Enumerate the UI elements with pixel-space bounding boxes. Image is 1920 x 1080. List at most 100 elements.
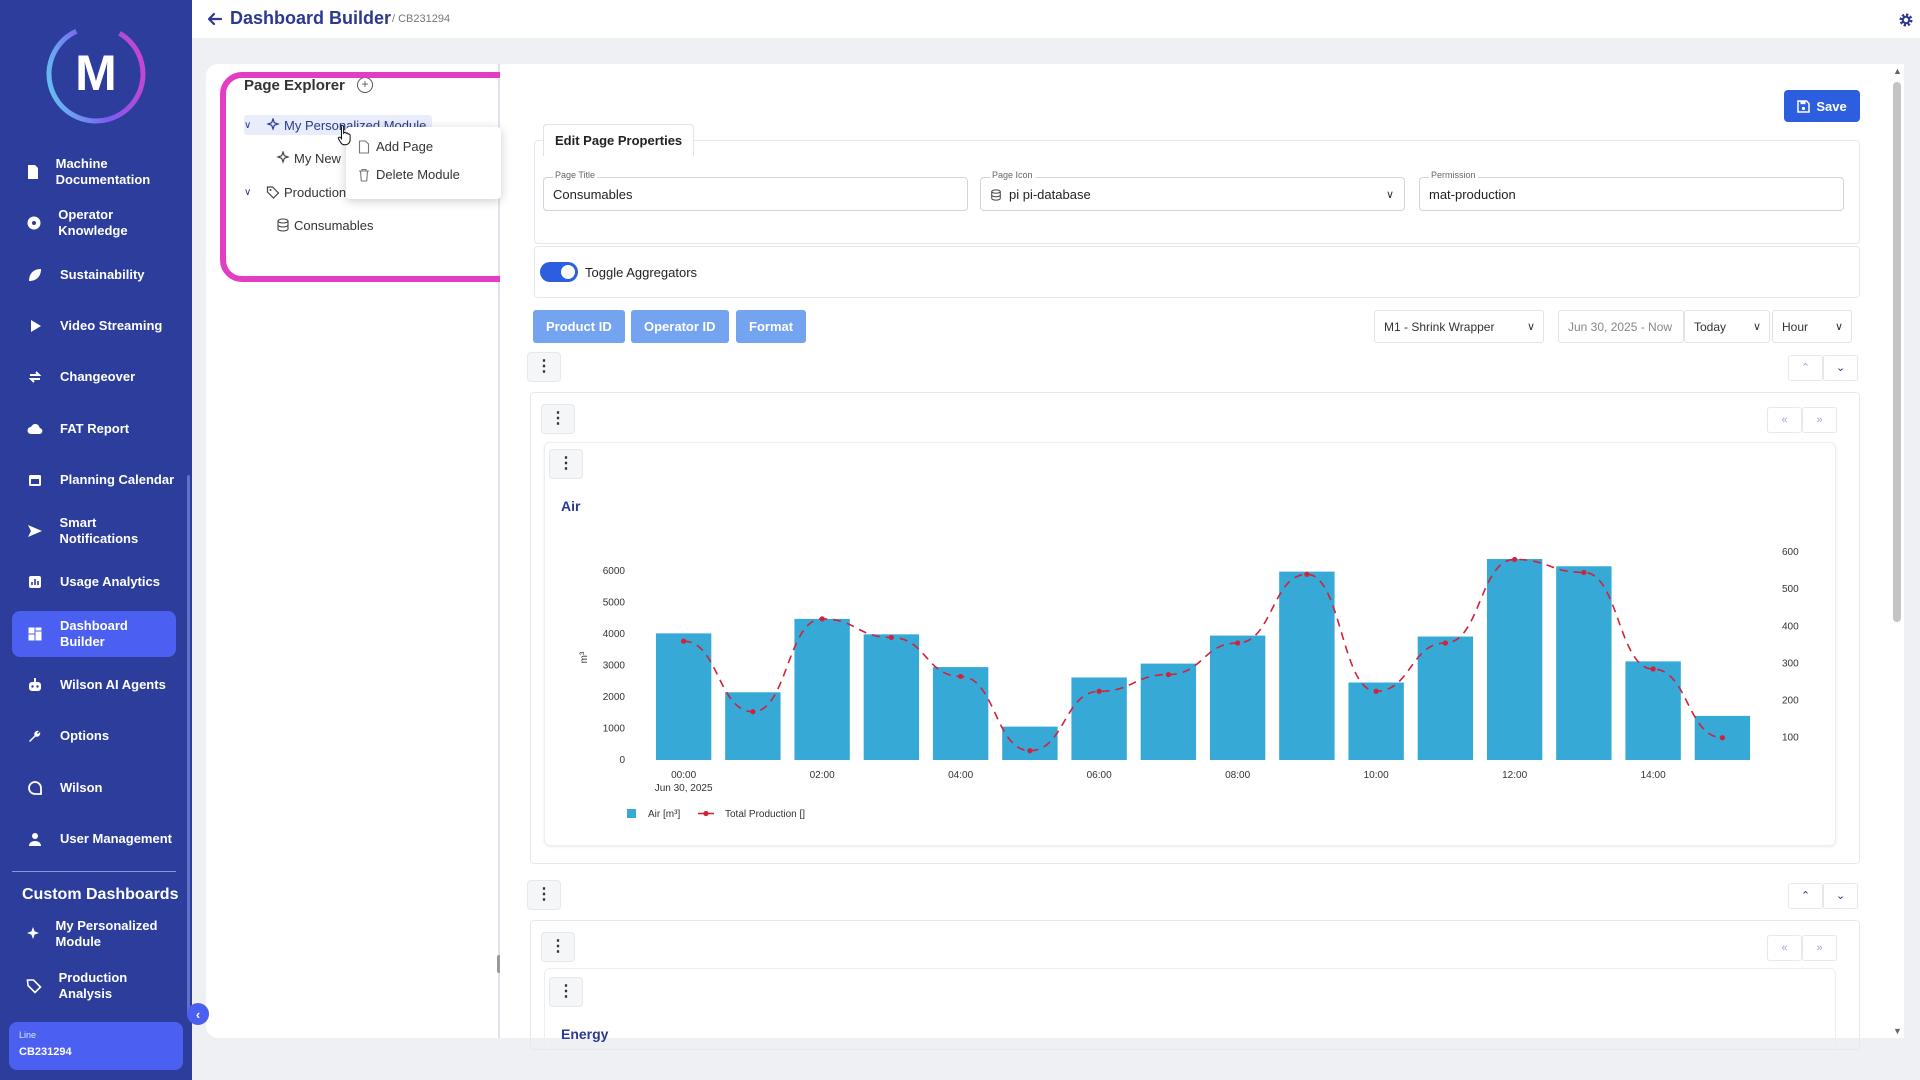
page-icon-select[interactable]: Page Icon pi pi-database ∨ — [980, 170, 1405, 211]
tree-item-label: Production — [284, 184, 347, 200]
chart-bar — [725, 692, 781, 760]
row-menu-button[interactable]: ⋮ — [527, 352, 561, 382]
sidebar-item-label: Operator Knowledge — [58, 207, 128, 239]
panel-resize-handle[interactable] — [497, 955, 501, 973]
chart-title: Energy — [561, 1026, 609, 1042]
tree-item-consumables[interactable]: Consumables — [276, 215, 374, 235]
chart-point — [1650, 666, 1656, 672]
move-down-button[interactable]: ⌄ — [1823, 355, 1858, 381]
tree-item-label: Consumables — [294, 217, 374, 233]
sidebar-scrollbar[interactable] — [187, 475, 190, 1015]
chart-bar — [1556, 566, 1612, 760]
sidebar-custom-item-production-analysis[interactable]: Production Analysis — [12, 963, 176, 1009]
aggregators-toggle[interactable] — [540, 262, 578, 282]
sidebar-item-label: Planning Calendar — [60, 471, 175, 487]
database-icon — [277, 218, 289, 232]
chip-product-id[interactable]: Product ID — [533, 310, 625, 343]
widget-menu-button[interactable]: ⋮ — [541, 404, 575, 434]
trash-icon — [359, 168, 369, 182]
tab-edit-page-properties[interactable]: Edit Page Properties — [543, 124, 695, 156]
sidebar-item-label: User Management — [60, 830, 172, 846]
period-select[interactable]: Today ∨ — [1684, 310, 1770, 343]
sidebar-item-label: Smart Notifications — [59, 515, 139, 547]
move-up-button[interactable]: ⌃ — [1788, 883, 1823, 909]
chip-operator-id[interactable]: Operator ID — [631, 310, 729, 343]
chart-menu-button[interactable]: ⋮ — [549, 977, 583, 1007]
back-arrow-icon[interactable] — [206, 10, 224, 28]
sidebar-item-sustainability[interactable]: Sustainability — [12, 252, 176, 298]
sidebar-item-video-streaming[interactable]: Video Streaming — [12, 303, 176, 349]
move-right-button[interactable]: » — [1802, 935, 1837, 961]
line-selector[interactable]: Line CB231294 — [9, 1022, 183, 1070]
chevron-down-icon: ∨ — [1834, 321, 1843, 333]
sidebar-item-planning-calendar[interactable]: Planning Calendar — [12, 457, 176, 503]
editor-panel — [500, 64, 1890, 1038]
field-label: Page Title — [553, 170, 598, 180]
sidebar-item-label: Options — [60, 728, 110, 744]
delete-module-menu-item[interactable]: Delete Module — [358, 167, 460, 182]
collapse-sidebar-button[interactable]: ‹ — [187, 1003, 209, 1025]
sidebar-item-wilson[interactable]: Wilson — [12, 765, 176, 811]
scroll-up-icon[interactable]: ▲ — [1893, 66, 1902, 76]
chevron-down-icon[interactable]: ∨ — [1385, 189, 1394, 201]
document-icon — [24, 164, 42, 180]
move-right-button[interactable]: » — [1802, 407, 1837, 433]
field-label: Permission — [1429, 170, 1478, 180]
scroll-down-icon[interactable]: ▼ — [1893, 1026, 1902, 1036]
chip-format[interactable]: Format — [736, 310, 807, 343]
move-up-button[interactable]: ⌃ — [1788, 355, 1823, 381]
field-value: pi pi-database — [1009, 187, 1091, 202]
page-explorer-panel — [206, 64, 498, 1038]
sidebar-item-label: Wilson AI Agents — [60, 677, 166, 692]
y-tick-label-right: 600 — [1782, 547, 1799, 558]
move-left-button[interactable]: « — [1767, 407, 1802, 433]
context-menu: Add Page Delete Module — [346, 127, 501, 199]
row-menu-button[interactable]: ⋮ — [527, 880, 561, 910]
top-bar: Dashboard Builder / CB231294 — [192, 0, 1920, 38]
chart-menu-button[interactable]: ⋮ — [549, 449, 583, 479]
tag-icon — [266, 186, 280, 199]
chart-bar — [1209, 635, 1266, 760]
sidebar-item-operator-knowledge[interactable]: Operator Knowledge — [12, 200, 176, 246]
y-tick-label-right: 500 — [1782, 584, 1799, 595]
scrollbar-thumb[interactable] — [1893, 82, 1901, 622]
date-range-field[interactable]: Jun 30, 2025 - Now — [1558, 310, 1684, 343]
save-button[interactable]: Save — [1784, 90, 1860, 122]
sidebar-item-machine-documentation[interactable]: Machine Documentation — [12, 149, 176, 195]
sidebar-item-wilson-ai-agents[interactable]: Wilson AI Agents — [12, 662, 176, 708]
sidebar-item-usage-analytics[interactable]: Usage Analytics — [12, 559, 176, 605]
add-module-icon[interactable]: + — [357, 77, 373, 93]
select-value: M1 - Shrink Wrapper — [1384, 319, 1495, 334]
chevron-down-icon[interactable]: ∨ — [244, 186, 252, 198]
chevron-down-icon[interactable]: ∨ — [244, 119, 252, 131]
sidebar-item-fat-report[interactable]: FAT Report — [12, 406, 176, 452]
granularity-select[interactable]: Hour ∨ — [1772, 310, 1852, 343]
widget-menu-button[interactable]: ⋮ — [541, 932, 575, 962]
select-value: Hour — [1782, 319, 1809, 334]
tree-item-my-new[interactable]: My New — [276, 148, 341, 168]
sidebar-item-changeover[interactable]: Changeover — [12, 354, 176, 400]
main-scrollbar[interactable]: ▲ ▼ — [1890, 64, 1904, 1038]
page-title-field[interactable]: Page Title Consumables — [543, 170, 968, 211]
sidebar-item-smart-notifications[interactable]: Smart Notifications — [12, 508, 176, 554]
save-label: Save — [1816, 98, 1847, 114]
x-tick-label: 10:00 — [1364, 770, 1389, 781]
x-tick-label: 14:00 — [1641, 770, 1666, 781]
chart-point — [1442, 640, 1448, 646]
gear-icon[interactable] — [1898, 12, 1914, 28]
move-down-button[interactable]: ⌄ — [1823, 883, 1858, 909]
add-page-menu-item[interactable]: Add Page — [358, 139, 433, 154]
chart-point — [1719, 735, 1725, 741]
chart-point — [1096, 688, 1102, 694]
sidebar-item-options[interactable]: Options — [12, 713, 176, 759]
permission-field[interactable]: Permission mat-production — [1419, 170, 1844, 211]
y-axis-label: m³ — [579, 651, 590, 663]
date-range-value: Jun 30, 2025 - Now — [1568, 319, 1673, 334]
tree-item-production[interactable]: ∨ Production — [244, 182, 346, 202]
sidebar-item-dashboard-builder[interactable]: Dashboard Builder — [12, 610, 176, 657]
move-left-button[interactable]: « — [1767, 935, 1802, 961]
sidebar-custom-item-my-personalized-module[interactable]: My Personalized Module — [12, 911, 176, 957]
legend-swatch-point — [703, 810, 709, 817]
sidebar-item-user-management[interactable]: User Management — [12, 816, 176, 862]
machine-select[interactable]: M1 - Shrink Wrapper ∨ — [1374, 310, 1544, 343]
